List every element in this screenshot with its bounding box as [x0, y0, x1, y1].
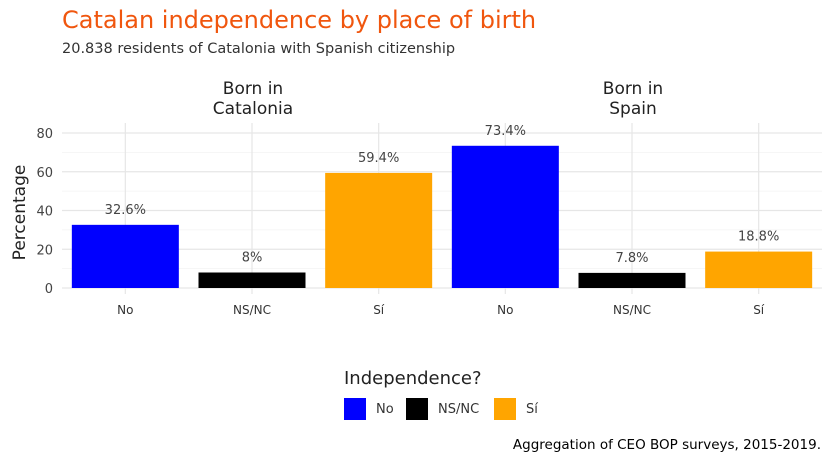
panel-1-x-tick-label-s: Sí: [373, 303, 385, 317]
panel-2-x-tick-label-ns-nc: NS/NC: [613, 303, 651, 317]
panel-2-x-tick-label-s: Sí: [753, 303, 765, 317]
chart-title: Catalan independence by place of birth: [62, 6, 537, 34]
legend-title: Independence?: [344, 368, 482, 389]
legend-swatch-ns-nc: [406, 398, 428, 420]
y-tick-label: 40: [36, 205, 53, 220]
panel-2-data-label-ns-nc: 7.8%: [615, 251, 648, 266]
panel-2-data-label-no: 73.4%: [485, 124, 526, 139]
legend-label-no: No: [376, 401, 394, 417]
y-axis-title: Percentage: [10, 165, 30, 261]
legend-item-no: No: [344, 398, 394, 420]
chart-subtitle: 20.838 residents of Catalonia with Spani…: [62, 41, 456, 57]
y-tick-label: 80: [36, 127, 53, 142]
y-tick-label: 0: [45, 282, 53, 297]
panel-2-bar-no: [451, 145, 559, 288]
panel-2-title-line-1: Born in: [603, 79, 663, 99]
panel-1-data-label-ns-nc: 8%: [242, 251, 263, 266]
legend-item-ns-nc: NS/NC: [406, 398, 479, 420]
panel-1-bar-ns-nc: [198, 272, 306, 288]
legend-label-ns-nc: NS/NC: [438, 401, 480, 417]
panel-2-bar-ns-nc: [578, 272, 686, 288]
legend-swatch-no: [344, 398, 366, 420]
panel-1-bar-s: [325, 172, 433, 288]
panel-2-title-line-2: Spain: [609, 99, 657, 119]
y-tick-label: 20: [36, 243, 53, 258]
panel-1-x-tick-label-no: No: [117, 303, 133, 317]
panel-2-data-label-s: 18.8%: [738, 230, 779, 245]
panel-1-data-label-s: 59.4%: [358, 151, 399, 166]
legend-item-si: Sí: [494, 398, 538, 420]
panel-1-title-line-1: Born in: [223, 79, 283, 99]
panel-2-bar-s: [705, 251, 813, 288]
panel-1-data-label-no: 32.6%: [105, 203, 146, 218]
chart-caption: Aggregation of CEO BOP surveys, 2015-201…: [512, 437, 821, 453]
legend-swatch-si: [494, 398, 516, 420]
panel-1-x-tick-label-ns-nc: NS/NC: [233, 303, 271, 317]
legend-label-si: Sí: [526, 401, 538, 417]
panel-2-x-tick-label-no: No: [497, 303, 513, 317]
y-tick-label: 60: [36, 166, 53, 181]
panel-1-title-line-2: Catalonia: [213, 99, 293, 119]
panel-1-bar-no: [71, 224, 179, 288]
